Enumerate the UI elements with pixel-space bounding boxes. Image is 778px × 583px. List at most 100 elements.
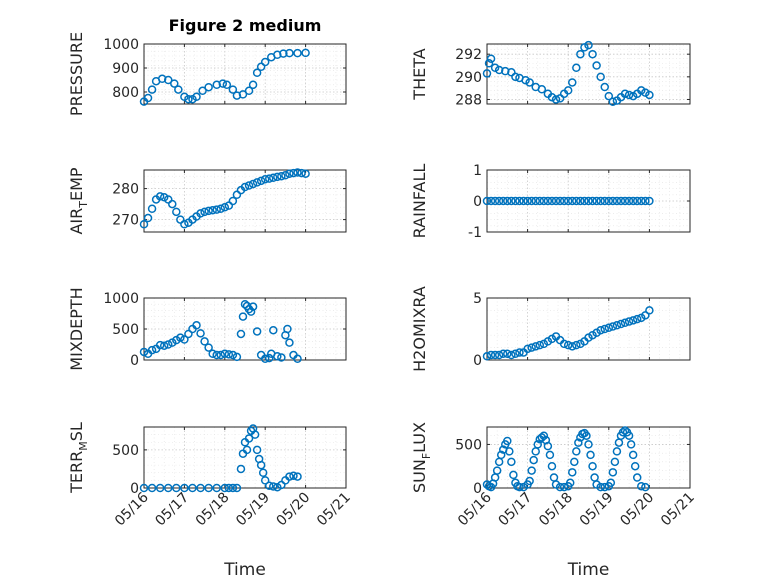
data-point xyxy=(147,204,157,213)
y-tick-label: 0 xyxy=(473,353,482,369)
data-point xyxy=(600,482,609,492)
data-point xyxy=(220,349,230,359)
data-point xyxy=(588,196,597,206)
axes-box xyxy=(143,43,347,105)
data-point xyxy=(198,86,207,96)
y-tick-label: 0 xyxy=(130,353,139,369)
data-point xyxy=(503,196,512,206)
data-point xyxy=(248,80,258,90)
data-point xyxy=(490,196,500,206)
data-point xyxy=(515,196,524,206)
data-point xyxy=(269,482,278,491)
subplot-h2omixra: 0 5 H2OMIXRA xyxy=(410,286,691,372)
data-point xyxy=(543,441,553,451)
data-point xyxy=(596,325,605,335)
data-point xyxy=(531,196,540,206)
y-tick-label: 1 xyxy=(473,163,482,179)
axes-box xyxy=(143,426,347,489)
data-point xyxy=(576,196,585,206)
data-point xyxy=(637,482,646,491)
data-point xyxy=(547,461,557,471)
data-point xyxy=(232,352,242,362)
data-point xyxy=(212,80,221,90)
data-point xyxy=(147,483,157,493)
data-point xyxy=(620,318,630,328)
data-point xyxy=(586,450,595,460)
data-point xyxy=(184,94,193,104)
data-point xyxy=(216,204,226,213)
data-point xyxy=(563,86,573,95)
data-point xyxy=(273,352,282,361)
data-point xyxy=(570,457,579,467)
data-point xyxy=(252,445,262,455)
subplot-air_temp: 270 280 AIRTEMP xyxy=(67,167,347,235)
y-tick-label: 5 xyxy=(473,291,482,307)
y-tick-label: 1000 xyxy=(103,291,139,307)
axes-box xyxy=(486,297,691,361)
data-point xyxy=(537,85,547,94)
data-point xyxy=(610,457,620,467)
data-point xyxy=(505,447,514,456)
data-point xyxy=(604,196,614,206)
y-axis-label: H2OMIXRA xyxy=(410,286,429,372)
data-point xyxy=(174,85,183,94)
data-point xyxy=(511,72,520,82)
y-axis-label: THETA xyxy=(410,48,429,100)
data-point xyxy=(645,196,654,206)
data-point xyxy=(616,196,626,206)
data-point xyxy=(572,196,581,206)
data-point xyxy=(244,434,254,443)
y-tick-label: 0 xyxy=(473,481,482,497)
data-point xyxy=(637,196,646,206)
data-point xyxy=(260,57,270,67)
data-point xyxy=(224,483,234,493)
data-point xyxy=(139,220,149,229)
data-point xyxy=(172,207,181,217)
data-point xyxy=(170,79,179,88)
data-point xyxy=(641,311,650,320)
data-point xyxy=(490,350,500,360)
data-point xyxy=(503,436,512,446)
data-point xyxy=(618,427,628,437)
data-point xyxy=(486,350,496,360)
data-point xyxy=(289,168,298,178)
data-point xyxy=(523,344,532,354)
data-point xyxy=(238,312,248,321)
data-point xyxy=(228,85,238,94)
data-point xyxy=(285,472,294,481)
data-point xyxy=(515,482,524,492)
data-point xyxy=(503,349,512,359)
data-point xyxy=(543,196,553,206)
data-point xyxy=(498,196,508,206)
data-point xyxy=(293,48,302,58)
data-point xyxy=(572,63,581,73)
data-point xyxy=(551,196,561,206)
data-point xyxy=(260,175,270,184)
data-point xyxy=(523,196,532,206)
data-point xyxy=(208,349,217,359)
data-point xyxy=(143,213,153,223)
data-point xyxy=(535,340,545,350)
data-point xyxy=(159,193,169,202)
data-point xyxy=(576,49,585,59)
data-point xyxy=(600,324,609,334)
data-point xyxy=(176,333,185,342)
y-tick-label: 500 xyxy=(112,322,139,338)
data-point xyxy=(200,207,209,217)
x-axis-label: Time xyxy=(223,560,266,580)
data-point xyxy=(180,483,189,493)
data-point xyxy=(220,202,230,212)
data-point xyxy=(624,90,634,100)
data-point xyxy=(507,196,516,206)
data-point xyxy=(228,350,238,360)
data-point xyxy=(248,302,258,311)
data-point xyxy=(620,89,630,99)
subplot-pressure: 800 900 1000 PRESSURE Figure 2 medium xyxy=(67,16,347,116)
data-point xyxy=(482,196,492,206)
data-point xyxy=(248,179,258,189)
y-axis-label: SUNFLUX xyxy=(410,422,433,493)
data-point xyxy=(260,476,270,485)
data-point xyxy=(626,440,636,449)
data-point xyxy=(204,206,213,216)
data-point xyxy=(163,483,173,493)
